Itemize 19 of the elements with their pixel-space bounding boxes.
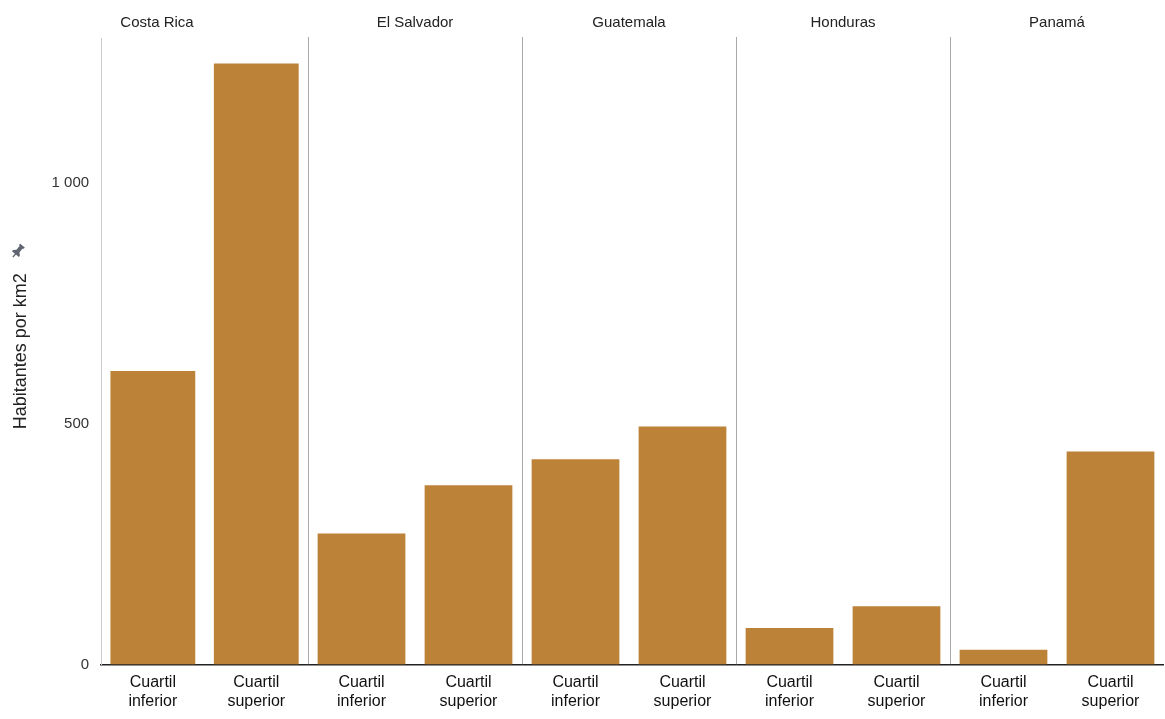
x-tick-label: Cuartil superior <box>653 672 713 709</box>
chart-title: Guatemala <box>592 13 667 31</box>
y-tick-label: 1 000 <box>51 172 90 190</box>
x-tick-label: Cuartil superior <box>867 672 927 709</box>
x-tick-label: Cuartil inferior <box>551 672 601 709</box>
chart-title: Costa Rica <box>120 13 195 31</box>
chart-title: Honduras <box>810 13 876 31</box>
x-tick-label: Cuartil superior <box>439 672 499 709</box>
x-tick-label: Cuartil inferior <box>337 672 387 709</box>
x-tick-label: Cuartil superior <box>227 672 286 709</box>
x-tick-label: Cuartil superior <box>1081 672 1141 709</box>
y-axis-title: Habitantes por km2 <box>9 273 30 430</box>
chart-title: El Salvador <box>376 13 454 31</box>
y-tick-label: 0 <box>80 654 90 672</box>
y-tick-label: 500 <box>64 413 90 431</box>
x-tick-label: Cuartil inferior <box>979 672 1029 709</box>
chart-title: Panamá <box>1029 13 1086 31</box>
x-tick-label: Cuartil inferior <box>765 672 815 709</box>
x-tick-label: Cuartil inferior <box>128 672 178 709</box>
